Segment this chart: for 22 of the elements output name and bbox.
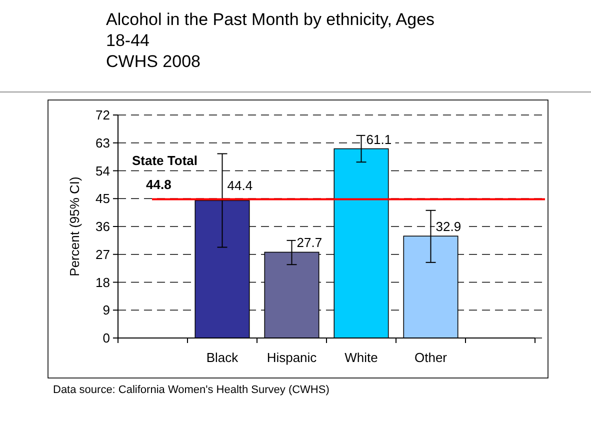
y-tick-label: 27: [96, 246, 110, 262]
x-tick-label: Black: [206, 350, 239, 365]
y-tick-label: 54: [96, 163, 110, 178]
y-tick-label: 0: [102, 330, 110, 346]
y-tick-label: 36: [96, 219, 110, 234]
data-label: 44.4: [227, 178, 253, 194]
y-tick-label: 72: [96, 108, 110, 122]
chart-title: Alcohol in the Past Month by ethnicity, Ages 18-44: [106, 10, 435, 50]
y-tick-label: 18: [96, 274, 110, 290]
y-tick-label: 45: [96, 191, 110, 206]
y-tick-label: 63: [96, 135, 110, 150]
data-label: 32.9: [436, 219, 462, 234]
data-label: 61.1: [366, 132, 392, 147]
x-tick-label: Hispanic: [266, 350, 318, 365]
x-tick-label: Other: [414, 350, 448, 365]
y-axis-title: Percent (95% CI): [67, 176, 82, 276]
ref-line-label: State Total 44.8: [132, 153, 198, 192]
y-tick-label: 9: [102, 302, 110, 318]
data-label: 27.7: [296, 235, 322, 250]
source-note: Data source: California Women's Health Survey (CWHS): [53, 384, 330, 396]
chart-subtitle: CWHS 2008: [106, 52, 200, 71]
x-tick-label: White: [344, 350, 378, 365]
